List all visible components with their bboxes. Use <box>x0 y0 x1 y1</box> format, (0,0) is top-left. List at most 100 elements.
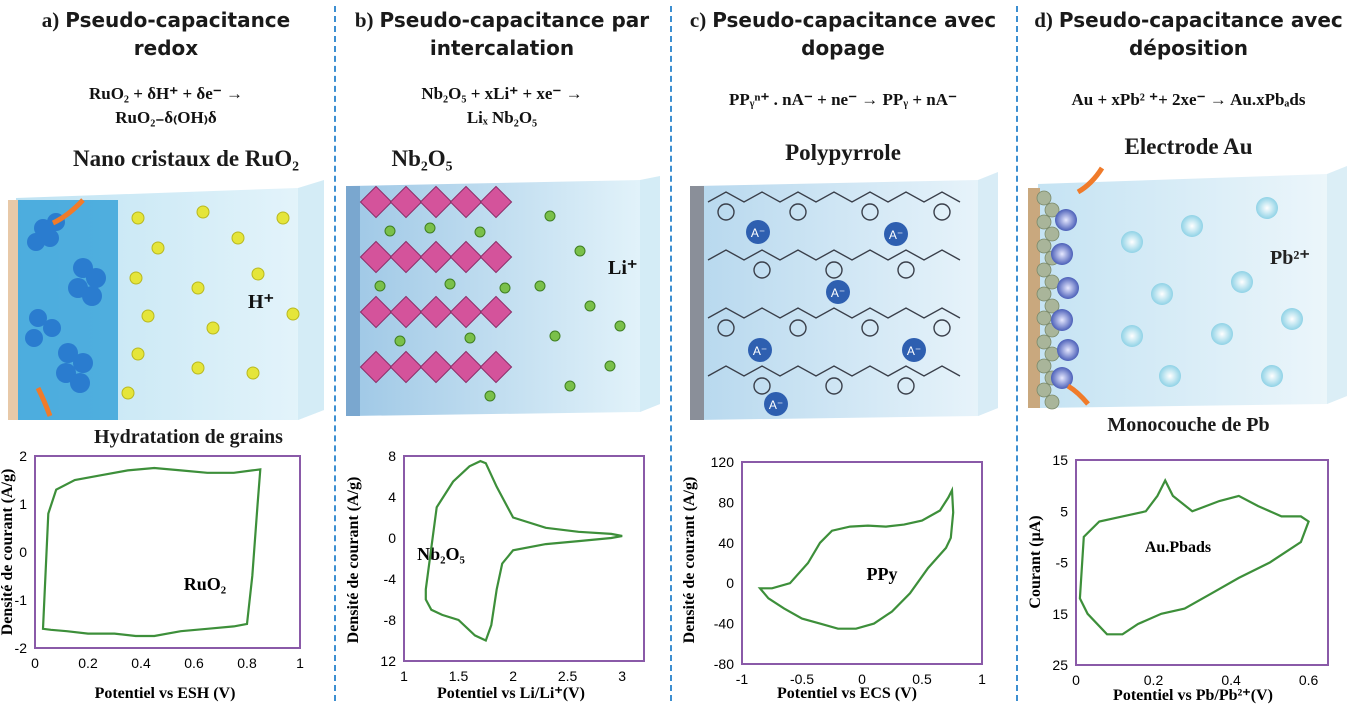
anion-label-2: A⁻ <box>889 228 903 242</box>
panel-b-equation: Nb₂O₅ + xLi⁺ + xe⁻ → Liₓ Nb₂O₅ <box>336 82 668 130</box>
x-tick-label: 3 <box>618 668 626 684</box>
x-tick-label: 1 <box>400 668 408 684</box>
panel-a-title-line2: redox <box>133 36 199 60</box>
chart-b-xlabel: Potentiel vs Li/Li⁺(V) <box>437 685 585 702</box>
chart-a-xlabel: Potentiel vs ESH (V) <box>95 685 236 702</box>
panel-b-equation-line2: Liₓ Nb₂O₅ <box>466 108 538 127</box>
chart-c-frame <box>741 461 983 665</box>
panel-b: b) Pseudo-capacitance par intercalation N… <box>336 0 668 708</box>
chart-a-series-label: RuO₂ <box>184 574 226 594</box>
panel-c-tag: c) <box>689 8 707 32</box>
x-tick-label: 0.5 <box>912 671 932 687</box>
y-tick-label: 15 <box>1052 452 1068 468</box>
cv-curve <box>41 466 262 638</box>
cv-curve <box>757 486 955 630</box>
x-tick-label: 0.6 <box>1299 672 1319 688</box>
y-tick-label: 0 <box>19 544 27 560</box>
panel-b-equation-line1: Nb₂O₅ + xLi⁺ + xe⁻ → <box>421 84 583 103</box>
panel-a-ion-label: H⁺ <box>248 291 274 313</box>
anion-label-5: A⁻ <box>907 344 921 358</box>
chart-c-xlabel: Potentiel vs ECS (V) <box>777 685 917 702</box>
chart-b-ylabel: Densité de courant (A/g) <box>345 477 362 644</box>
panel-a-header: a) Pseudo-capacitance redox <box>0 6 332 62</box>
anion-label-6: A⁻ <box>769 398 783 412</box>
y-tick-label: -40 <box>714 616 734 632</box>
y-tick-label: -1 <box>15 592 28 608</box>
x-tick-label: 1.5 <box>449 668 469 684</box>
anion-label-3: A⁻ <box>831 286 845 300</box>
chart-d: Au.Pbads Potentiel vs Pb/Pb²⁺(V) Courant… <box>1027 452 1329 704</box>
x-tick-label: 1 <box>978 671 986 687</box>
separator-1 <box>334 6 336 701</box>
panel-d: d) Pseudo-capacitance avec déposition Au … <box>1018 0 1359 708</box>
chart-c: PPy Potentiel vs ECS (V) Densité de cour… <box>681 454 986 702</box>
chart-d-series-label: Au.Pbads <box>1145 539 1211 556</box>
chart-c-ylabel: Densité de courant (A/g) <box>681 477 698 644</box>
x-tick-label: 0 <box>31 655 39 671</box>
x-tick-label: 0 <box>1072 672 1080 688</box>
chart-d-xlabel: Potentiel vs Pb/Pb²⁺(V) <box>1113 687 1273 704</box>
x-tick-label: 2 <box>509 668 517 684</box>
panel-d-illustration: Pb²⁺ <box>1028 166 1347 410</box>
anion-label-1: A⁻ <box>751 226 765 240</box>
chart-a: RuO₂ Potentiel vs ESH (V) Densité de cou… <box>0 448 304 702</box>
y-tick-label: 40 <box>718 535 734 551</box>
panel-a-equation-line1: RuO₂ + δH⁺ + δe⁻ → <box>88 84 244 103</box>
panel-a-tag: a) <box>41 8 60 32</box>
panel-a: a) Pseudo-capacitance redox RuO₂ + δH⁺ + … <box>0 0 332 708</box>
x-tick-label: -0.5 <box>790 671 814 687</box>
x-tick-label: 1 <box>296 655 304 671</box>
panel-b-illustration-title: Nb₂O₅ <box>391 146 453 171</box>
x-tick-label: 0.8 <box>237 655 257 671</box>
cv-curve <box>424 459 623 643</box>
panel-b-title-line2: intercalation <box>429 36 575 60</box>
panel-b-header: b) Pseudo-capacitance par intercalation <box>336 6 668 62</box>
chart-d-frame <box>1075 459 1329 666</box>
panel-c-illustration-title: Polypyrrole <box>785 140 901 165</box>
y-tick-label: -2 <box>15 640 28 656</box>
x-tick-label: 0.2 <box>1144 672 1164 688</box>
y-tick-label: 120 <box>711 454 735 470</box>
panel-a-illustration-title: Nano cristaux de RuO₂ <box>72 146 300 171</box>
chart-b: Nb₂O₅ Potentiel vs Li/Li⁺(V) Densité de … <box>345 448 645 702</box>
panel-a-equation-line2: RuO₂₋δ₍OH₎δ <box>115 108 217 127</box>
y-tick-label: 8 <box>388 448 396 464</box>
y-tick-label: 4 <box>388 489 396 505</box>
panel-c-equation: PPᵧⁿ⁺ . nA⁻ + ne⁻ → PPᵧ + nA⁻ <box>729 90 957 109</box>
panel-b-ion-label: Li⁺ <box>608 257 637 279</box>
panel-d-header: d) Pseudo-capacitance avec déposition <box>1018 6 1359 62</box>
panel-d-caption: Monocouche de Pb <box>1107 414 1270 436</box>
x-tick-label: 0.6 <box>184 655 204 671</box>
y-tick-label: -5 <box>1056 555 1069 571</box>
panel-a-equation: RuO₂ + δH⁺ + δe⁻ → RuO₂₋δ₍OH₎δ <box>0 82 332 130</box>
panel-c-illustration: A⁻ A⁻ A⁻ A⁻ A⁻ A⁻ <box>690 172 998 420</box>
chart-b-frame <box>403 455 645 662</box>
panel-c-title-line2: dopage <box>801 36 885 60</box>
panel-c: c) Pseudo-capacitance avec dopage PPᵧⁿ⁺ .… <box>672 0 1014 708</box>
chart-a-ylabel: Densité de courant (A/g) <box>0 469 16 636</box>
cv-curve <box>1078 478 1310 636</box>
y-tick-label: 1 <box>19 496 27 512</box>
y-tick-label: 12 <box>380 653 396 669</box>
y-tick-label: 0 <box>388 530 396 546</box>
x-tick-label: -1 <box>736 671 749 687</box>
separator-2 <box>670 6 672 701</box>
x-tick-label: 0 <box>858 671 866 687</box>
y-tick-label: 0 <box>726 575 734 591</box>
anion-label-4: A⁻ <box>753 344 767 358</box>
panel-a-title-line1: Pseudo-capacitance <box>65 8 291 32</box>
y-tick-label: 5 <box>1060 503 1068 519</box>
chart-a-frame <box>34 455 301 649</box>
panel-c-title-line1: Pseudo-capacitance avec <box>712 8 997 32</box>
y-tick-label: 2 <box>19 448 27 464</box>
y-tick-label: -8 <box>384 612 397 628</box>
panel-b-illustration: Li⁺ <box>346 176 660 416</box>
chart-c-series-label: PPy <box>867 564 898 584</box>
panel-d-equation: Au + xPb² ⁺+ 2xe⁻ → Au.xPbₐds <box>1071 90 1306 109</box>
panel-a-illustration: H⁺ <box>8 180 324 420</box>
y-tick-label: 80 <box>718 494 734 510</box>
panel-b-tag: b) <box>354 8 374 32</box>
chart-d-ylabel: Courant (µA) <box>1027 515 1044 608</box>
panel-b-title-line1: Pseudo-capacitance par <box>379 8 650 32</box>
y-tick-label: 25 <box>1052 657 1068 673</box>
